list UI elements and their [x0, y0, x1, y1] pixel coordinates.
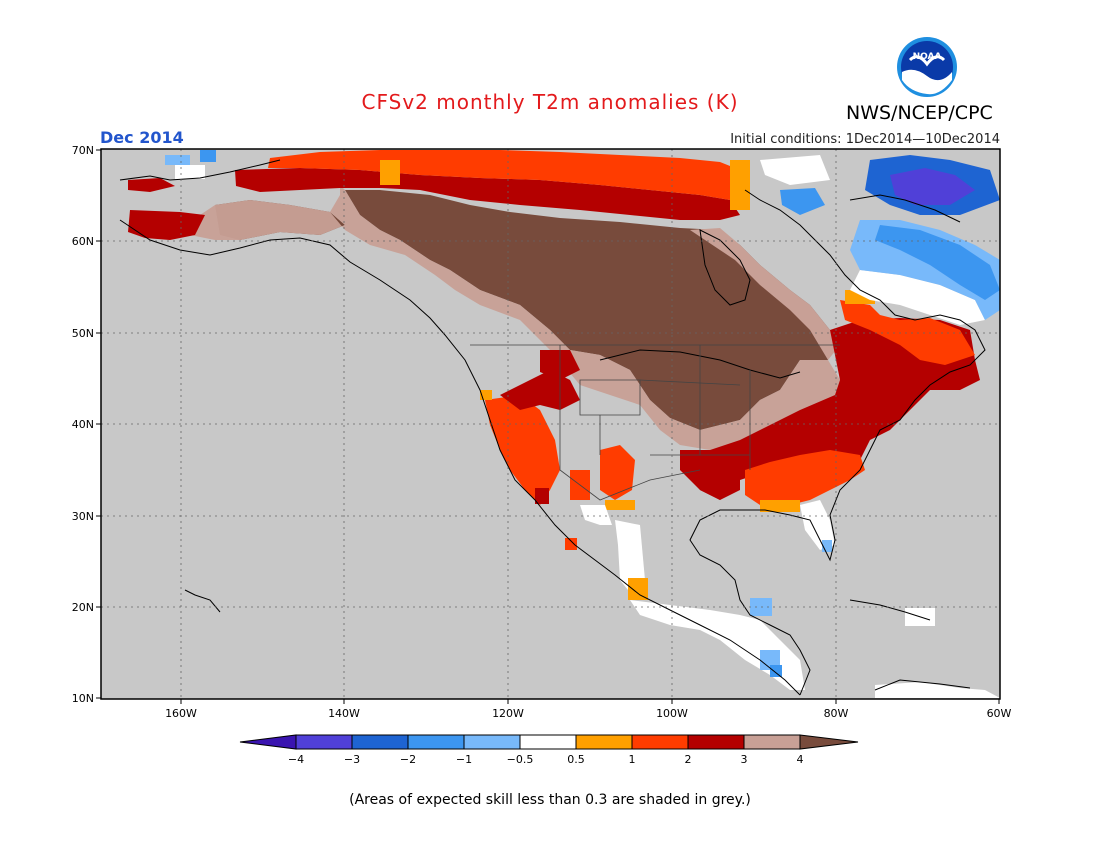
legend-swatch-4 — [463, 734, 521, 750]
legend-swatch-1 — [295, 734, 353, 750]
lat-label-20n: 20N — [72, 601, 94, 614]
legend-swatch-7 — [631, 734, 689, 750]
legend-label-7: 2 — [685, 753, 692, 766]
legend-label-0: −4 — [288, 753, 304, 766]
legend-swatch-6 — [575, 734, 633, 750]
legend-swatch-3 — [407, 734, 465, 750]
lon-label-80w: 80W — [824, 707, 849, 720]
legend-swatch-5 — [519, 734, 577, 750]
anomaly-region-plus3-texas — [680, 450, 740, 500]
lat-label-40n: 40N — [72, 418, 94, 431]
initial-conditions: Initial conditions: 1Dec2014—10Dec2014 — [730, 132, 1000, 147]
anomaly-region-plus2-southeast — [745, 450, 865, 505]
legend-label-9: 4 — [797, 753, 804, 766]
forecast-month: Dec 2014 — [100, 128, 184, 147]
legend-label-2: −2 — [400, 753, 416, 766]
legend-swatch-2 — [351, 734, 409, 750]
anomaly-region-plus4 — [345, 190, 830, 430]
lon-label-160w: 160W — [165, 707, 197, 720]
legend-label-6: 1 — [629, 753, 636, 766]
legend-label-8: 3 — [741, 753, 748, 766]
anomaly-region-minus3 — [890, 168, 975, 205]
legend-label-1: −3 — [344, 753, 360, 766]
anomaly-region-plus2-southwest — [600, 445, 635, 500]
lon-label-60w: 60W — [987, 707, 1012, 720]
map-title: CFSv2 monthly T2m anomalies (K) — [361, 90, 739, 114]
agency-label: NWS/NCEP/CPC — [846, 102, 993, 124]
lat-label-10n: 10N — [72, 692, 94, 705]
legend-label-3: −1 — [456, 753, 472, 766]
lat-label-50n: 50N — [72, 327, 94, 340]
legend-label-4: −0.5 — [507, 753, 534, 766]
anomaly-region-plus3-4 — [190, 185, 840, 450]
noaa-logo-text: NOAA — [913, 52, 942, 62]
lat-label-60n: 60N — [72, 235, 94, 248]
lon-label-120w: 120W — [492, 707, 524, 720]
skill-note: (Areas of expected skill less than 0.3 a… — [349, 792, 751, 808]
political-borders — [470, 344, 840, 501]
anomaly-region-plus3-north — [235, 168, 740, 220]
anomaly-region-plus2-west — [485, 395, 560, 505]
lon-label-140w: 140W — [328, 707, 360, 720]
anomaly-region-near-zero-quebec — [850, 270, 985, 325]
noaa-logo: NOAA — [896, 36, 958, 98]
color-legend — [239, 734, 859, 750]
lon-label-100w: 100W — [656, 707, 688, 720]
legend-swatch-0 — [239, 734, 297, 750]
legend-swatch-9 — [743, 734, 801, 750]
legend-label-5: 0.5 — [567, 753, 585, 766]
anomaly-region-plus3-bering — [128, 210, 205, 240]
legend-swatch-10 — [799, 734, 859, 750]
lat-label-70n: 70N — [72, 144, 94, 157]
graticule — [101, 149, 1000, 699]
legend-swatch-8 — [687, 734, 745, 750]
anomaly-region-plus3-east — [680, 318, 980, 500]
lat-label-30n: 30N — [72, 510, 94, 523]
